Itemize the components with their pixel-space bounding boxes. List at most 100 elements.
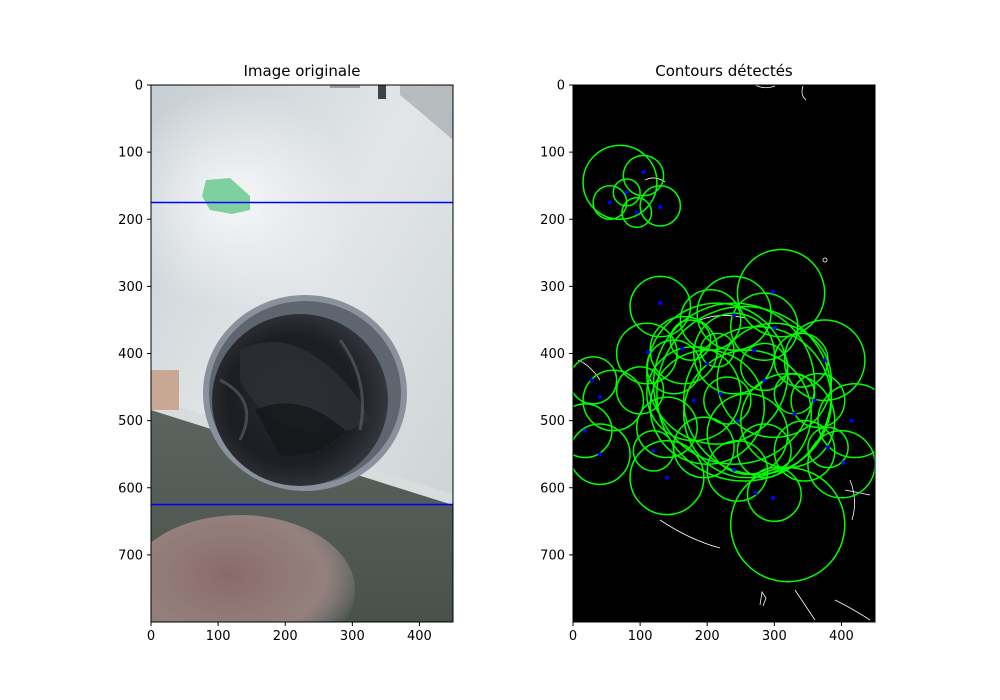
detected-circle <box>773 419 836 482</box>
circle-center-point <box>718 391 723 396</box>
detected-circle <box>706 393 789 476</box>
y-tick-label: 600 <box>540 481 565 496</box>
circle-center-point <box>849 418 854 423</box>
detected-circle <box>636 396 698 459</box>
y-tick-label: 700 <box>540 548 565 563</box>
right-panel: 0 100 200 300 400 0 100 200 300 400 500 600 700 Con… <box>540 62 876 644</box>
y-tick-label: 200 <box>540 213 565 228</box>
detected-circle <box>632 429 675 472</box>
x-tick-label: 0 <box>147 629 155 644</box>
circle-center-point <box>624 190 629 195</box>
left-panel: 0 100 200 300 400 0 100 200 300 400 500 600 700 Ima… <box>118 62 454 644</box>
circle-center-point <box>634 210 639 215</box>
y-tick-label: 300 <box>540 280 565 295</box>
circle-center-point <box>841 460 846 465</box>
circle-center-point <box>753 491 758 496</box>
detected-circle <box>716 322 833 439</box>
x-tick-label: 400 <box>407 629 432 644</box>
detected-circle <box>773 332 829 388</box>
circle-center-point <box>735 418 740 423</box>
detected-circle <box>740 342 789 392</box>
detected-circle <box>729 292 799 361</box>
circle-center-point <box>770 495 775 500</box>
circle-center-point <box>607 200 612 205</box>
left-panel-title: Image originale <box>243 62 360 80</box>
circle-center-point <box>658 205 663 210</box>
x-tick-label: 0 <box>569 629 577 644</box>
circle-center-point <box>651 448 656 453</box>
detected-circle <box>646 339 702 395</box>
circle-center-point <box>732 467 737 472</box>
x-tick-label: 300 <box>762 629 787 644</box>
y-tick-label: 700 <box>118 548 143 563</box>
left-y-ticks: 0 100 200 300 400 500 600 700 <box>118 79 151 563</box>
right-panel-title: Contours détectés <box>655 62 793 80</box>
right-y-ticks: 0 100 200 300 400 500 600 700 <box>540 79 573 563</box>
circle-center-point <box>641 170 646 175</box>
y-tick-label: 500 <box>118 414 143 429</box>
circle-center-point <box>826 445 831 450</box>
detected-circle <box>582 369 645 432</box>
circle-center-point <box>664 475 669 480</box>
y-tick-label: 400 <box>118 347 143 362</box>
green-paper-scrap <box>202 178 250 214</box>
detected-circle <box>621 197 653 229</box>
circle-center-point <box>822 358 827 363</box>
y-tick-label: 600 <box>118 481 143 496</box>
left-x-ticks: 0 100 200 300 400 <box>147 622 432 644</box>
circle-center-point <box>812 398 817 403</box>
detected-circle <box>615 366 665 415</box>
detected-circle <box>573 356 618 405</box>
y-tick-label: 100 <box>118 146 143 161</box>
x-tick-label: 200 <box>273 629 298 644</box>
right-x-ticks: 0 100 200 300 400 <box>569 622 854 644</box>
photo-image <box>151 85 453 622</box>
x-tick-label: 300 <box>340 629 365 644</box>
x-tick-label: 400 <box>829 629 854 644</box>
trash-bin <box>203 295 407 491</box>
detected-circle <box>573 423 631 486</box>
x-tick-label: 100 <box>628 629 653 644</box>
circle-center-point <box>589 378 594 383</box>
y-tick-label: 400 <box>540 347 565 362</box>
y-tick-label: 200 <box>118 213 143 228</box>
detected-circle <box>693 312 776 395</box>
y-tick-label: 0 <box>557 79 565 94</box>
y-tick-label: 100 <box>540 146 565 161</box>
y-tick-label: 0 <box>135 79 143 94</box>
detected-circles <box>573 144 875 583</box>
circle-center-point <box>597 452 602 457</box>
detected-circle <box>817 382 875 459</box>
circle-center-point <box>792 411 797 416</box>
circle-center-point <box>705 361 710 366</box>
circle-center-point <box>752 348 757 353</box>
detected-circle <box>573 403 613 459</box>
circle-center-point <box>583 428 588 433</box>
detected-circle <box>736 248 826 338</box>
circle-center-point <box>597 395 602 400</box>
detected-circle <box>612 178 641 207</box>
y-tick-label: 500 <box>540 414 565 429</box>
circle-center-point <box>732 313 737 318</box>
x-tick-label: 100 <box>206 629 231 644</box>
circle-center-point <box>680 346 685 351</box>
circle-center-point <box>770 289 775 294</box>
circle-center-point <box>658 301 663 306</box>
circle-centers <box>583 170 854 500</box>
circle-center-point <box>646 350 651 355</box>
detected-circle <box>790 372 846 429</box>
circle-center-point <box>691 398 696 403</box>
detected-circle <box>699 332 735 368</box>
hline-group <box>151 201 453 506</box>
circle-center-point <box>772 325 777 330</box>
detected-circle <box>669 319 712 361</box>
detected-circle <box>703 376 752 425</box>
circle-center-point <box>762 378 767 383</box>
detected-circle <box>682 325 833 476</box>
detected-circle <box>746 466 802 523</box>
detected-circle <box>807 426 849 469</box>
y-tick-label: 300 <box>118 280 143 295</box>
x-tick-label: 200 <box>695 629 720 644</box>
detected-circle <box>639 184 682 227</box>
